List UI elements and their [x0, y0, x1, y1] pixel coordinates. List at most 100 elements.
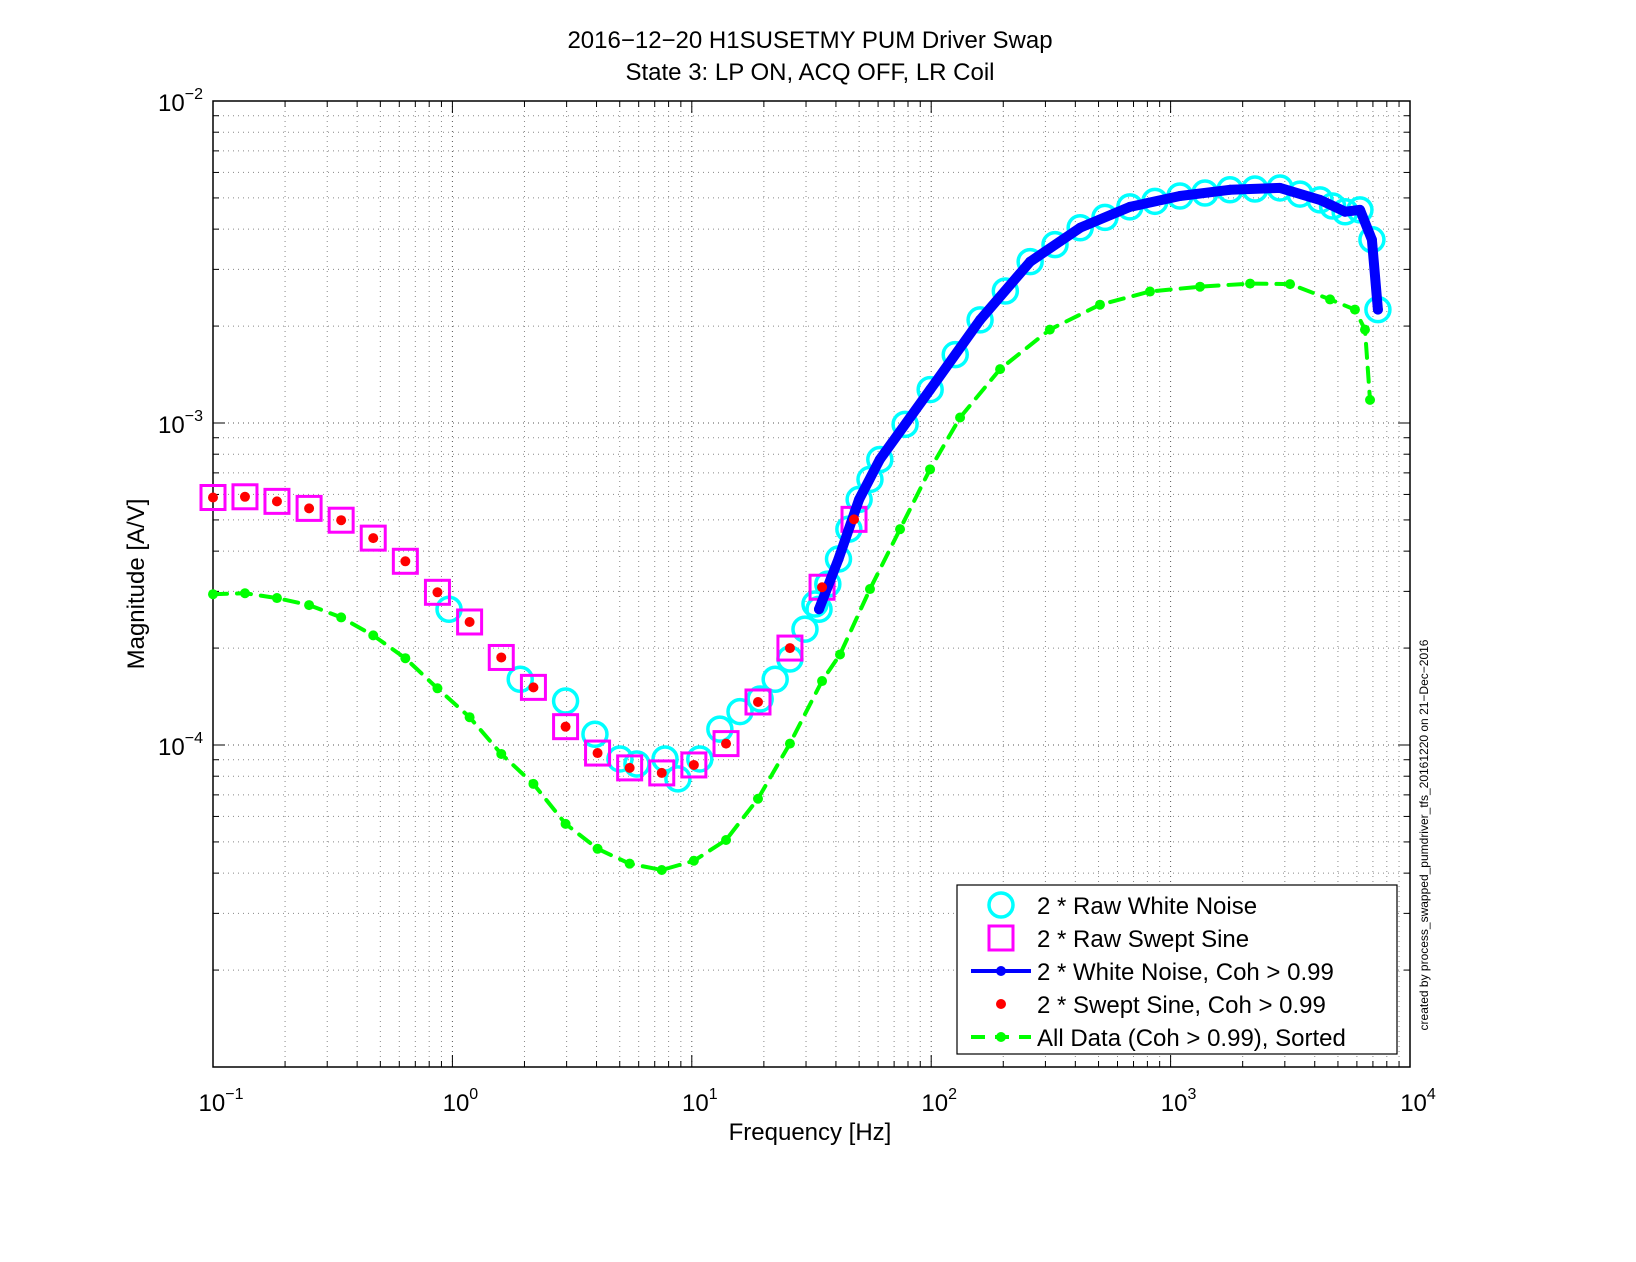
dot-marker: [592, 748, 603, 759]
dot-marker: [496, 748, 507, 759]
tick-label: 102: [921, 1086, 957, 1117]
legend-label: 2 * Swept Sine, Coh > 0.99: [1037, 992, 1326, 1019]
dot-marker: [975, 314, 986, 325]
dot-marker: [336, 515, 347, 526]
dot-marker: [271, 496, 282, 507]
dot-marker: [1366, 234, 1377, 245]
dot-marker: [624, 858, 635, 869]
circle-marker: [916, 375, 944, 404]
dot-marker: [784, 738, 795, 749]
legend-label: 2 * White Noise, Coh > 0.99: [1037, 959, 1334, 986]
square-marker: [327, 506, 355, 534]
tick-label-exponent: −3: [185, 408, 203, 425]
dot-marker: [1025, 256, 1036, 267]
circle-marker: [706, 715, 734, 743]
tick-label: 10−4: [158, 730, 203, 761]
circle-marker: [686, 745, 714, 773]
dot-marker: [656, 865, 667, 876]
dot-marker: [432, 587, 443, 598]
tick-label-base: 10: [1400, 1090, 1427, 1117]
dot-marker: [1354, 204, 1365, 215]
tick-label-exponent: 0: [469, 1086, 478, 1103]
legend-label: 2 * Raw White Noise: [1037, 893, 1257, 920]
dot-marker: [528, 682, 539, 693]
square-marker: [263, 487, 291, 515]
dot-marker: [1094, 299, 1105, 310]
dot-marker: [624, 762, 635, 773]
legend: 2 * Raw White Noise 2 * Raw Swept Sine 2 *…: [956, 884, 1398, 1055]
dot-marker: [996, 966, 1006, 976]
circle-marker: [891, 410, 919, 439]
circle-marker: [581, 720, 609, 748]
dot-marker: [752, 793, 763, 804]
circle-marker: [866, 445, 894, 474]
square-marker: [776, 634, 804, 662]
tick-label: 103: [1161, 1086, 1197, 1117]
tick-label-base: 10: [921, 1090, 948, 1117]
dot-marker: [208, 492, 218, 503]
dot-marker: [496, 652, 507, 663]
dot-marker: [368, 533, 379, 544]
tick-label: 100: [443, 1086, 479, 1117]
dot-marker: [400, 653, 411, 664]
dot-marker: [432, 683, 443, 694]
x-axis-label: Frequency [Hz]: [729, 1119, 892, 1146]
dot-marker: [721, 738, 732, 749]
dot-marker: [688, 759, 699, 770]
dot-marker: [925, 384, 936, 395]
square-marker: [987, 924, 1015, 952]
dot-marker: [688, 855, 699, 866]
dot-marker: [1075, 222, 1086, 233]
tick-label-exponent: 3: [1187, 1086, 1196, 1103]
circle-marker: [987, 891, 1015, 919]
dot-marker: [995, 364, 1006, 375]
dot-marker: [560, 721, 571, 732]
circle-marker: [791, 615, 819, 643]
legend-label: All Data (Coh > 0.99), Sorted: [1037, 1025, 1346, 1052]
dot-marker: [996, 1032, 1006, 1042]
dot-marker: [271, 593, 282, 604]
legend-label: 2 * Raw Swept Sine: [1037, 926, 1249, 953]
square-marker: [616, 754, 644, 782]
dot-marker: [835, 649, 846, 660]
dot-marker: [1285, 279, 1296, 290]
circle-marker: [746, 685, 774, 713]
circle-marker: [1041, 230, 1069, 259]
dot-marker: [955, 412, 966, 423]
dot-marker: [464, 616, 475, 627]
tick-label-exponent: −2: [185, 86, 203, 103]
dot-marker: [752, 697, 763, 708]
circle-marker: [551, 687, 580, 715]
square-marker: [552, 713, 580, 741]
dot-marker: [721, 834, 732, 845]
dot-marker: [1044, 324, 1055, 335]
dot-marker: [1124, 201, 1135, 212]
y-axis-label: Magnitude [A/V]: [123, 499, 150, 670]
circle-marker: [966, 306, 994, 334]
dot-marker: [1144, 286, 1155, 297]
square-marker: [744, 688, 772, 716]
dot-marker: [1365, 394, 1376, 405]
square-marker: [391, 547, 419, 575]
circle-marker: [726, 697, 754, 726]
tick-label-exponent: −1: [225, 1086, 243, 1103]
tick-label-base: 10: [199, 1090, 226, 1117]
dot-marker: [592, 843, 603, 854]
circle-marker: [606, 745, 634, 773]
tick-label-exponent: 4: [1427, 1086, 1436, 1103]
tick-label: 104: [1400, 1086, 1436, 1117]
dot-marker: [996, 999, 1006, 1009]
dot-marker: [656, 767, 667, 778]
square-marker: [231, 483, 259, 511]
dot-marker: [336, 612, 347, 623]
dot-marker: [817, 676, 828, 687]
square-marker: [199, 483, 227, 511]
chart-subtitle: State 3: LP ON, ACQ OFF, LR Coil: [625, 59, 994, 86]
dot-marker: [239, 491, 250, 502]
dot-marker: [1340, 206, 1351, 217]
circle-marker: [1016, 247, 1044, 276]
series-line: [211, 281, 1372, 872]
square-marker: [359, 524, 387, 552]
square-marker: [584, 739, 612, 767]
